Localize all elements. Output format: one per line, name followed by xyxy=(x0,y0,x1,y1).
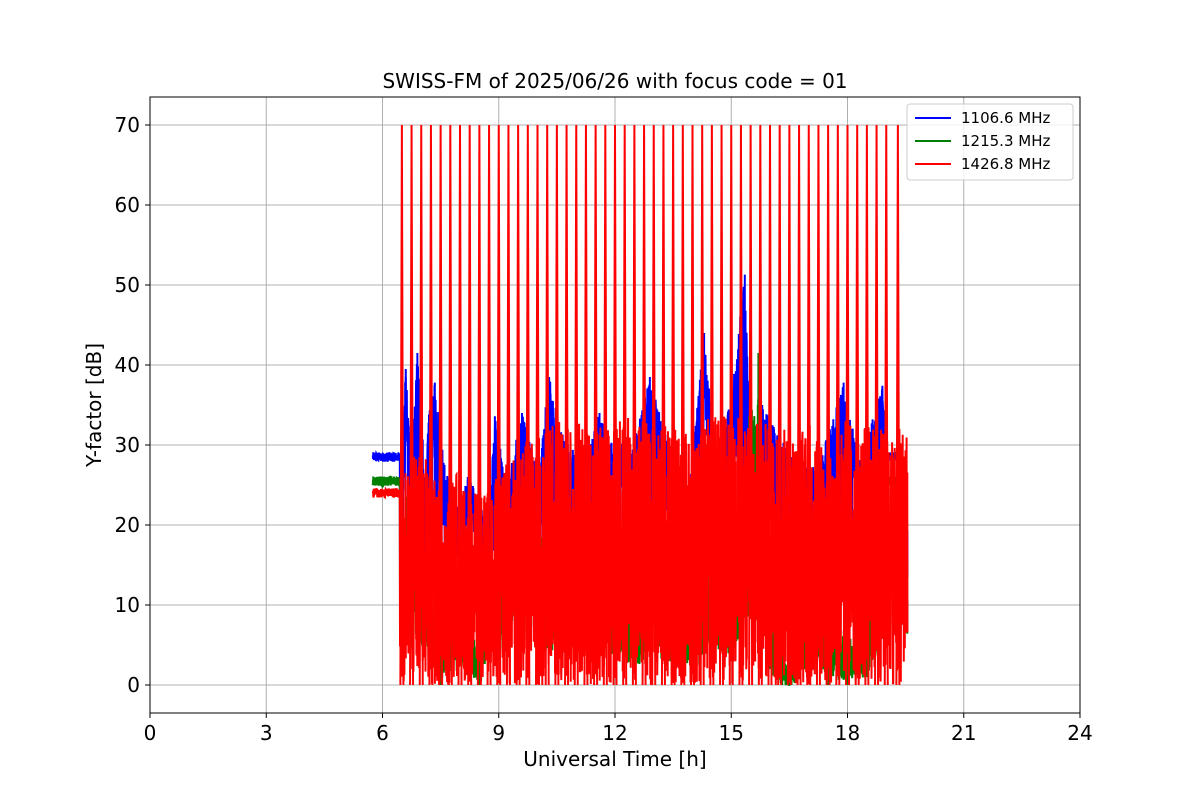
spike xyxy=(680,124,686,686)
x-tick-label: 21 xyxy=(951,721,976,745)
spike xyxy=(612,124,618,686)
y-tick-label: 0 xyxy=(127,673,140,697)
x-tick-label: 9 xyxy=(492,721,505,745)
spike xyxy=(786,124,792,686)
y-tick-label: 30 xyxy=(115,433,140,457)
chart-title: SWISS-FM of 2025/06/26 with focus code =… xyxy=(382,69,847,93)
x-tick-label: 0 xyxy=(144,721,157,745)
spike xyxy=(409,124,415,686)
spike xyxy=(825,124,831,686)
spike xyxy=(709,124,715,686)
spike xyxy=(631,124,637,686)
x-tick-label: 15 xyxy=(719,721,744,745)
y-tick-label: 60 xyxy=(115,193,140,217)
y-tick-label: 20 xyxy=(115,513,140,537)
plot-area xyxy=(371,124,909,686)
x-tick-label: 3 xyxy=(260,721,273,745)
spike xyxy=(622,124,628,686)
spike xyxy=(418,124,424,686)
spike xyxy=(806,124,812,686)
spike xyxy=(438,124,444,686)
spike xyxy=(544,124,550,686)
spike xyxy=(748,124,754,686)
spike xyxy=(690,124,695,686)
spike xyxy=(428,124,434,686)
spike xyxy=(699,124,705,686)
spike xyxy=(447,124,453,686)
spike xyxy=(457,124,463,686)
spike xyxy=(486,124,492,686)
y-axis-label: Y-factor [dB] xyxy=(82,343,106,468)
spike xyxy=(525,124,531,686)
x-axis: 0 3 6 9 12 15 18 21 24 xyxy=(144,713,1093,745)
spike xyxy=(883,124,889,686)
x-tick-label: 18 xyxy=(835,721,860,745)
spike xyxy=(874,124,880,686)
y-tick-label: 40 xyxy=(115,353,140,377)
spike xyxy=(854,124,860,686)
x-tick-label: 12 xyxy=(602,721,627,745)
spike xyxy=(505,124,511,686)
spike xyxy=(845,124,850,686)
legend-label: 1106.6 MHz xyxy=(961,109,1050,127)
spike xyxy=(399,124,405,686)
spike xyxy=(767,124,773,686)
spike xyxy=(554,124,560,686)
x-tick-label: 24 xyxy=(1067,721,1092,745)
spike xyxy=(815,124,821,686)
series-2 xyxy=(371,124,909,686)
y-tick-label: 10 xyxy=(115,593,140,617)
spike xyxy=(757,124,763,686)
legend-label: 1426.8 MHz xyxy=(961,155,1050,173)
spike xyxy=(593,124,599,686)
spike xyxy=(515,124,521,686)
spike xyxy=(796,124,802,686)
legend-label: 1215.3 MHz xyxy=(961,132,1050,150)
spike xyxy=(895,124,901,686)
spike xyxy=(728,124,734,686)
spike xyxy=(641,124,647,686)
y-axis: 0 10 20 30 40 50 60 70 xyxy=(115,113,150,697)
y-tick-label: 70 xyxy=(115,113,140,137)
y-tick-label: 50 xyxy=(115,273,140,297)
spike xyxy=(864,124,870,686)
spike xyxy=(651,124,657,686)
spike xyxy=(835,124,841,686)
spike xyxy=(660,124,666,686)
spike xyxy=(670,124,676,686)
legend-box xyxy=(906,103,1074,181)
spike xyxy=(738,124,744,686)
spike xyxy=(719,124,725,686)
spike xyxy=(583,124,589,686)
legend: 1106.6 MHz 1215.3 MHz 1426.8 MHz xyxy=(906,103,1074,181)
spike xyxy=(535,124,540,686)
x-axis-label: Universal Time [h] xyxy=(523,747,706,771)
spike xyxy=(602,124,608,686)
spike xyxy=(476,124,482,686)
spike xyxy=(564,124,570,686)
x-tick-label: 6 xyxy=(376,721,389,745)
spike xyxy=(467,124,473,686)
spike xyxy=(777,124,783,686)
spike xyxy=(496,124,502,686)
spike xyxy=(573,124,579,686)
